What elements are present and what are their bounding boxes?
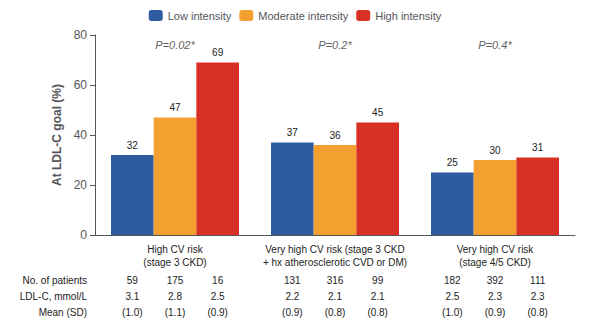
svg-text:175: 175 [167, 275, 184, 286]
svg-text:Very high CV risk (stage 3 CKD: Very high CV risk (stage 3 CKD [265, 244, 405, 255]
svg-text:(0.9): (0.9) [485, 307, 506, 318]
svg-text:60: 60 [74, 78, 88, 92]
svg-text:45: 45 [372, 107, 384, 118]
svg-text:111: 111 [530, 275, 546, 286]
svg-text:2.1: 2.1 [328, 291, 342, 302]
svg-text:20: 20 [74, 178, 88, 192]
svg-text:(stage 3 CKD): (stage 3 CKD) [143, 257, 206, 268]
svg-text:High intensity: High intensity [375, 10, 442, 22]
svg-text:(1.0): (1.0) [122, 307, 143, 318]
svg-text:(1.0): (1.0) [442, 307, 463, 318]
svg-text:2.1: 2.1 [371, 291, 385, 302]
svg-text:40: 40 [74, 128, 88, 142]
svg-text:P=0.02*: P=0.02* [155, 39, 195, 51]
svg-text:(0.8): (0.8) [527, 307, 548, 318]
svg-text:36: 36 [329, 130, 341, 141]
svg-text:3.1: 3.1 [125, 291, 139, 302]
svg-text:Moderate intensity: Moderate intensity [258, 10, 348, 22]
svg-text:Low intensity: Low intensity [168, 10, 232, 22]
svg-text:At LDL-C goal (%): At LDL-C goal (%) [50, 84, 64, 186]
svg-text:LDL-C, mmol/L: LDL-C, mmol/L [20, 291, 88, 302]
svg-text:32: 32 [127, 140, 139, 151]
svg-text:131: 131 [284, 275, 301, 286]
svg-text:+ hx atherosclerotic CVD or DM: + hx atherosclerotic CVD or DM) [263, 257, 407, 268]
svg-text:P=0.2*: P=0.2* [318, 39, 352, 51]
svg-text:High CV risk: High CV risk [147, 244, 204, 255]
svg-text:Mean (SD): Mean (SD) [39, 307, 87, 318]
svg-text:47: 47 [169, 102, 181, 113]
svg-text:(0.8): (0.8) [367, 307, 388, 318]
svg-text:Very high CV risk: Very high CV risk [457, 244, 535, 255]
svg-text:99: 99 [372, 275, 384, 286]
svg-text:2.3: 2.3 [531, 291, 545, 302]
svg-text:31: 31 [532, 142, 544, 153]
svg-text:(0.9): (0.9) [282, 307, 303, 318]
svg-text:37: 37 [287, 127, 299, 138]
svg-text:2.5: 2.5 [211, 291, 225, 302]
svg-text:59: 59 [127, 275, 139, 286]
svg-text:80: 80 [74, 28, 88, 42]
svg-text:182: 182 [444, 275, 461, 286]
svg-text:P=0.4*: P=0.4* [478, 39, 512, 51]
svg-text:0: 0 [80, 228, 87, 242]
svg-text:(1.1): (1.1) [165, 307, 186, 318]
svg-text:(0.9): (0.9) [207, 307, 228, 318]
svg-text:69: 69 [212, 47, 224, 58]
svg-text:(0.8): (0.8) [325, 307, 346, 318]
svg-text:16: 16 [212, 275, 224, 286]
svg-text:No. of patients: No. of patients [23, 275, 87, 286]
svg-text:25: 25 [447, 157, 459, 168]
svg-text:392: 392 [487, 275, 504, 286]
svg-text:316: 316 [327, 275, 344, 286]
svg-text:2.2: 2.2 [285, 291, 299, 302]
svg-text:2.3: 2.3 [488, 291, 502, 302]
svg-text:30: 30 [489, 145, 501, 156]
svg-text:2.5: 2.5 [445, 291, 459, 302]
svg-text:(stage 4/5 CKD): (stage 4/5 CKD) [459, 257, 531, 268]
svg-text:2.8: 2.8 [168, 291, 182, 302]
